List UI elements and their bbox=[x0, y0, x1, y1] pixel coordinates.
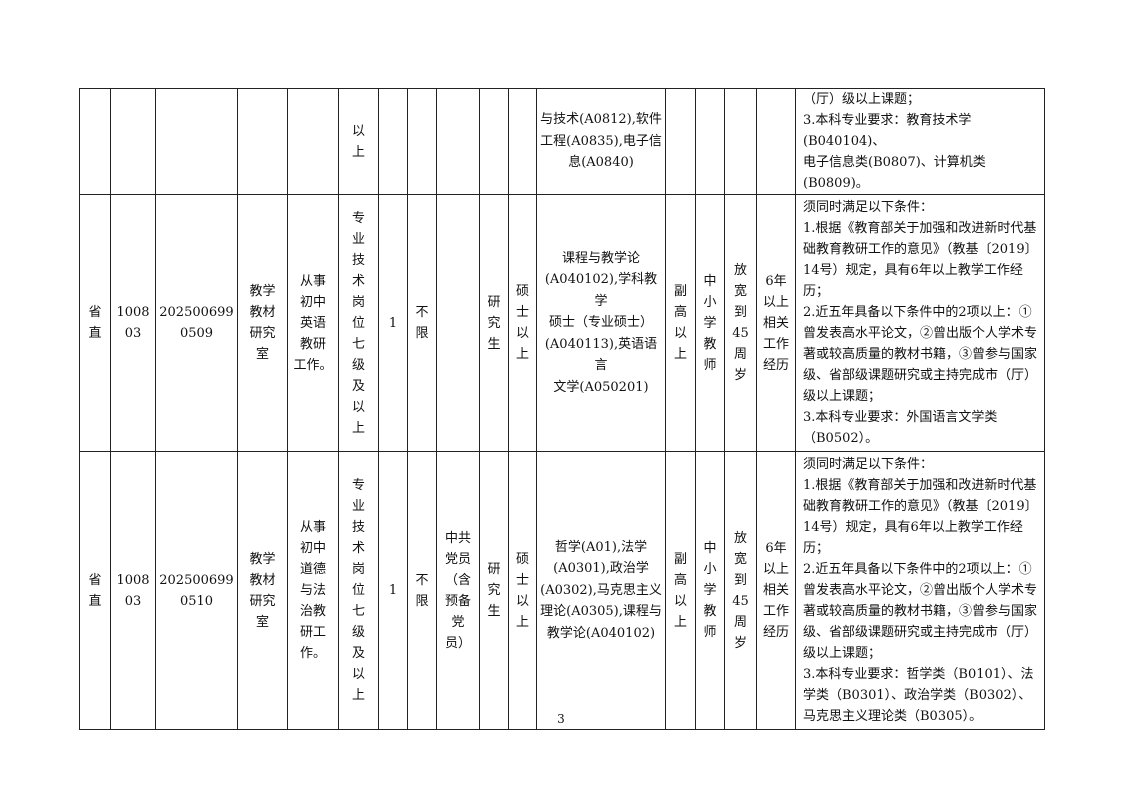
cell-headcount bbox=[378, 88, 408, 195]
cell-position-code: 202500699 0510 bbox=[155, 451, 238, 730]
recruitment-table: 以 上 与技术(A0812),软件 工程(A0835),电子信 息(A0840) （… bbox=[79, 88, 1045, 730]
cell-headcount: 1 bbox=[378, 194, 408, 452]
cell-post-level: 专 业 技 术 岗 位 七 级 及 以 上 bbox=[338, 451, 379, 730]
cell-political-status bbox=[436, 88, 480, 195]
cell-degree: 硕 士 以 上 bbox=[508, 451, 537, 730]
cell-title bbox=[665, 88, 696, 195]
cell-job-description bbox=[287, 88, 339, 195]
table-row: 省 直 1008 03 202500699 0510 教学 教材 研究 室从事 初中 … bbox=[79, 451, 1045, 730]
page-number: 3 bbox=[557, 712, 565, 726]
cell-job-description: 从事 初中 道德 与法 治教 研工 作。 bbox=[287, 451, 339, 730]
cell-experience: 6年 以上 相关 工作 经历 bbox=[756, 194, 796, 452]
cell-education bbox=[479, 88, 509, 195]
cell-position-code bbox=[155, 88, 238, 195]
cell-gender bbox=[407, 88, 437, 195]
cell-experience: 6年 以上 相关 工作 经历 bbox=[756, 451, 796, 730]
cell-age: 放 宽 到 45 周 岁 bbox=[724, 194, 757, 452]
cell-experience bbox=[756, 88, 796, 195]
cell-title: 副 高 以 上 bbox=[665, 194, 696, 452]
cell-education: 研 究 生 bbox=[479, 451, 509, 730]
cell-age bbox=[724, 88, 757, 195]
cell-occupation: 中 小 学 教 师 bbox=[695, 194, 725, 452]
cell-occupation bbox=[695, 88, 725, 195]
cell-political-status: 中共 党员 （含 预备 党 员） bbox=[436, 451, 480, 730]
cell-major: 与技术(A0812),软件 工程(A0835),电子信 息(A0840) bbox=[536, 88, 666, 195]
cell-region: 省 直 bbox=[79, 194, 111, 452]
cell-conditions: （厅）级以上课题； 3.本科专业要求：教育技术学(B040104)、 电子信息类… bbox=[795, 88, 1045, 195]
cell-political-status bbox=[436, 194, 480, 452]
cell-headcount: 1 bbox=[378, 451, 408, 730]
cell-post-level: 专 业 技 术 岗 位 七 级 及 以 上 bbox=[338, 194, 379, 452]
cell-conditions: 须同时满足以下条件： 1.根据《教育部关于加强和改进新时代基础教育教研工作的意见… bbox=[795, 194, 1045, 452]
cell-dept-code bbox=[110, 88, 156, 195]
cell-dept-code: 1008 03 bbox=[110, 194, 156, 452]
cell-age: 放 宽 到 45 周 岁 bbox=[724, 451, 757, 730]
cell-position-code: 202500699 0509 bbox=[155, 194, 238, 452]
cell-department bbox=[237, 88, 288, 195]
cell-department: 教学 教材 研究 室 bbox=[237, 194, 288, 452]
cell-major: 哲学(A01),法学 (A0301),政治学 (A0302),马克思主义 理论(… bbox=[536, 451, 666, 730]
table-row: 省 直 1008 03 202500699 0509 教学 教材 研究 室从事 初中 … bbox=[79, 194, 1045, 452]
cell-dept-code: 1008 03 bbox=[110, 451, 156, 730]
cell-region bbox=[79, 88, 111, 195]
cell-gender: 不 限 bbox=[407, 194, 437, 452]
cell-region: 省 直 bbox=[79, 451, 111, 730]
cell-occupation: 中 小 学 教 师 bbox=[695, 451, 725, 730]
cell-major: 课程与教学论 (A040102),学科教学 硕士（专业硕士） (A040113)… bbox=[536, 194, 666, 452]
cell-education: 研 究 生 bbox=[479, 194, 509, 452]
cell-title: 副 高 以 上 bbox=[665, 451, 696, 730]
cell-conditions: 须同时满足以下条件： 1.根据《教育部关于加强和改进新时代基础教育教研工作的意见… bbox=[795, 451, 1045, 730]
cell-gender: 不 限 bbox=[407, 451, 437, 730]
cell-degree: 硕 士 以 上 bbox=[508, 194, 537, 452]
table-row: 以 上 与技术(A0812),软件 工程(A0835),电子信 息(A0840) （… bbox=[79, 88, 1045, 195]
cell-degree bbox=[508, 88, 537, 195]
cell-post-level: 以 上 bbox=[338, 88, 379, 195]
cell-job-description: 从事 初中 英语 教研 工作。 bbox=[287, 194, 339, 452]
cell-department: 教学 教材 研究 室 bbox=[237, 451, 288, 730]
